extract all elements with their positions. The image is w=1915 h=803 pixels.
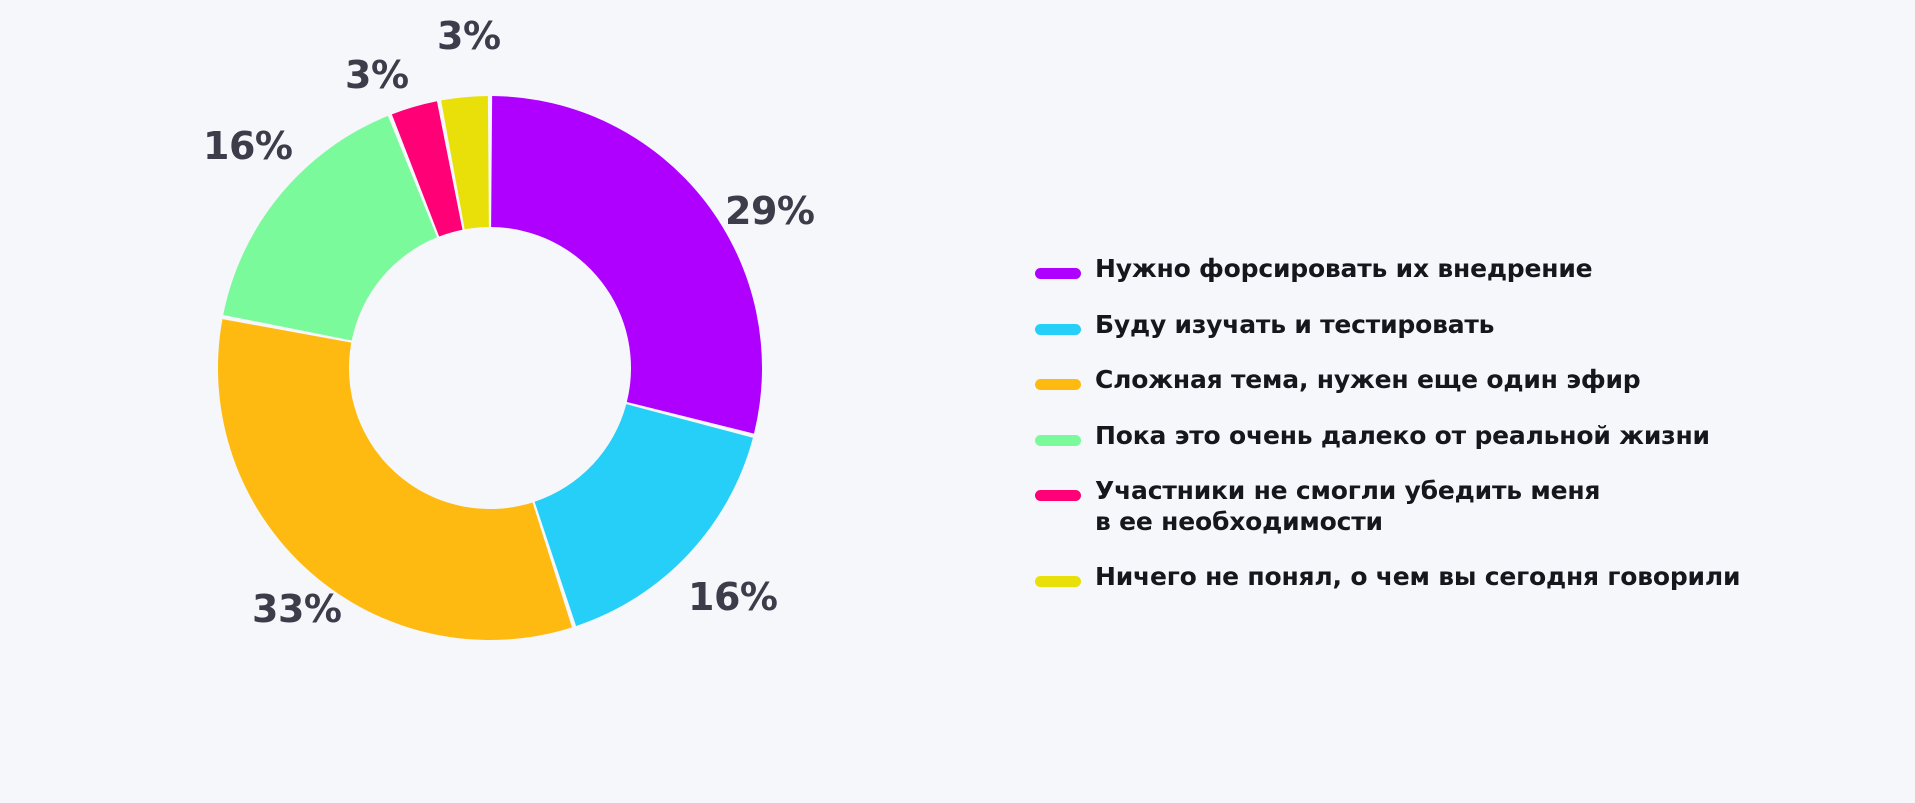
slice-value-label-orange: 33%: [252, 587, 342, 631]
legend-label-4: Участники не смогли убедить меня в ее не…: [1095, 476, 1601, 536]
donut-chart: 29% 16% 33% 16% 3% 3%: [203, 14, 815, 640]
legend-item-0[interactable]: Нужно форсировать их внедрение: [1035, 254, 1855, 285]
donut-slice-group: [218, 96, 763, 640]
legend-item-4[interactable]: Участники не смогли убедить меня в ее не…: [1035, 476, 1855, 537]
legend-swatch-icon-5: [1035, 576, 1081, 587]
donut-chart-svg: [218, 96, 763, 640]
legend-label-1: Буду изучать и тестировать: [1095, 309, 1495, 339]
slice-value-label-pink: 3%: [345, 53, 409, 97]
legend-label-2: Сложная тема, нужен еще один эфир: [1095, 365, 1641, 394]
legend-swatch-icon-3: [1035, 434, 1081, 446]
donut-slice[interactable]: [441, 96, 489, 230]
legend-label-0: Нужно форсировать их внедрение: [1095, 254, 1593, 283]
donut-slice[interactable]: [534, 404, 753, 627]
donut-slice[interactable]: [223, 115, 438, 341]
legend-swatch-icon-1: [1035, 323, 1081, 335]
chart-legend: Нужно форсировать их внедрение Буду изуч…: [1035, 254, 1855, 593]
legend-label-3: Пока это очень далеко от реальной жизни: [1095, 420, 1710, 450]
slice-value-label-purple: 29%: [725, 189, 815, 233]
legend-swatch-icon-2: [1035, 379, 1081, 390]
donut-slice[interactable]: [218, 319, 573, 640]
legend-item-2[interactable]: Сложная тема, нужен еще один эфир: [1035, 365, 1855, 396]
legend-label-5: Ничего не понял, о чем вы сегодня говори…: [1095, 562, 1741, 591]
slice-value-label-cyan: 16%: [688, 575, 778, 619]
legend-item-1[interactable]: Буду изучать и тестировать: [1035, 310, 1855, 341]
donut-slice[interactable]: [491, 96, 763, 434]
legend-item-3[interactable]: Пока это очень далеко от реальной жизни: [1035, 421, 1855, 452]
slice-value-label-yellow: 3%: [437, 14, 501, 58]
donut-slice[interactable]: [391, 101, 463, 237]
legend-item-5[interactable]: Ничего не понял, о чем вы сегодня говори…: [1035, 562, 1855, 593]
legend-swatch-icon-0: [1035, 268, 1081, 279]
legend-swatch-icon-4: [1035, 490, 1081, 501]
slice-value-label-green: 16%: [203, 124, 293, 168]
